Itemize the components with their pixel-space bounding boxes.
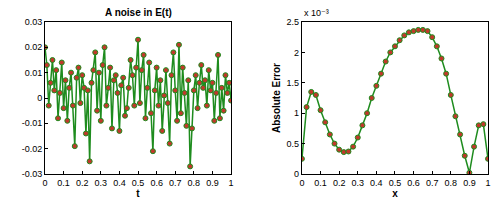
svg-text:-0.03: -0.03 xyxy=(22,169,43,179)
svg-text:0.3: 0.3 xyxy=(352,178,365,188)
svg-text:0.9: 0.9 xyxy=(206,178,219,188)
svg-text:-0.01: -0.01 xyxy=(22,118,43,128)
svg-text:x 10⁻³: x 10⁻³ xyxy=(304,8,329,18)
svg-text:0.8: 0.8 xyxy=(188,178,201,188)
svg-text:2: 2 xyxy=(294,48,299,58)
svg-text:0.9: 0.9 xyxy=(463,178,476,188)
svg-text:0.7: 0.7 xyxy=(169,178,182,188)
svg-text:0.3: 0.3 xyxy=(95,178,108,188)
svg-text:1: 1 xyxy=(485,178,490,188)
svg-text:Absolute Error: Absolute Error xyxy=(271,63,282,133)
svg-text:0.01: 0.01 xyxy=(25,68,43,78)
svg-text:0: 0 xyxy=(37,93,42,103)
svg-text:0.6: 0.6 xyxy=(150,178,163,188)
svg-text:0.02: 0.02 xyxy=(25,42,43,52)
svg-text:2.5: 2.5 xyxy=(287,17,300,27)
svg-text:x: x xyxy=(392,188,398,199)
svg-text:1: 1 xyxy=(229,178,234,188)
svg-text:A noise in E(t): A noise in E(t) xyxy=(105,7,172,18)
svg-text:0.1: 0.1 xyxy=(57,178,70,188)
svg-text:0.5: 0.5 xyxy=(132,178,145,188)
svg-text:1: 1 xyxy=(294,108,299,118)
svg-text:0: 0 xyxy=(299,178,304,188)
svg-text:0.4: 0.4 xyxy=(370,178,383,188)
svg-text:0.2: 0.2 xyxy=(76,178,89,188)
svg-text:0.5: 0.5 xyxy=(287,139,300,149)
svg-text:0.6: 0.6 xyxy=(407,178,420,188)
svg-text:-0.02: -0.02 xyxy=(22,144,43,154)
svg-text:0.2: 0.2 xyxy=(333,178,346,188)
svg-text:1.5: 1.5 xyxy=(287,78,300,88)
svg-text:0.1: 0.1 xyxy=(314,178,327,188)
svg-text:0.8: 0.8 xyxy=(445,178,458,188)
svg-text:t: t xyxy=(136,188,140,199)
svg-text:0.03: 0.03 xyxy=(25,17,43,27)
svg-text:0.4: 0.4 xyxy=(113,178,126,188)
svg-text:0: 0 xyxy=(42,178,47,188)
svg-text:0: 0 xyxy=(294,169,299,179)
svg-text:0.5: 0.5 xyxy=(389,178,402,188)
svg-text:0.7: 0.7 xyxy=(426,178,439,188)
